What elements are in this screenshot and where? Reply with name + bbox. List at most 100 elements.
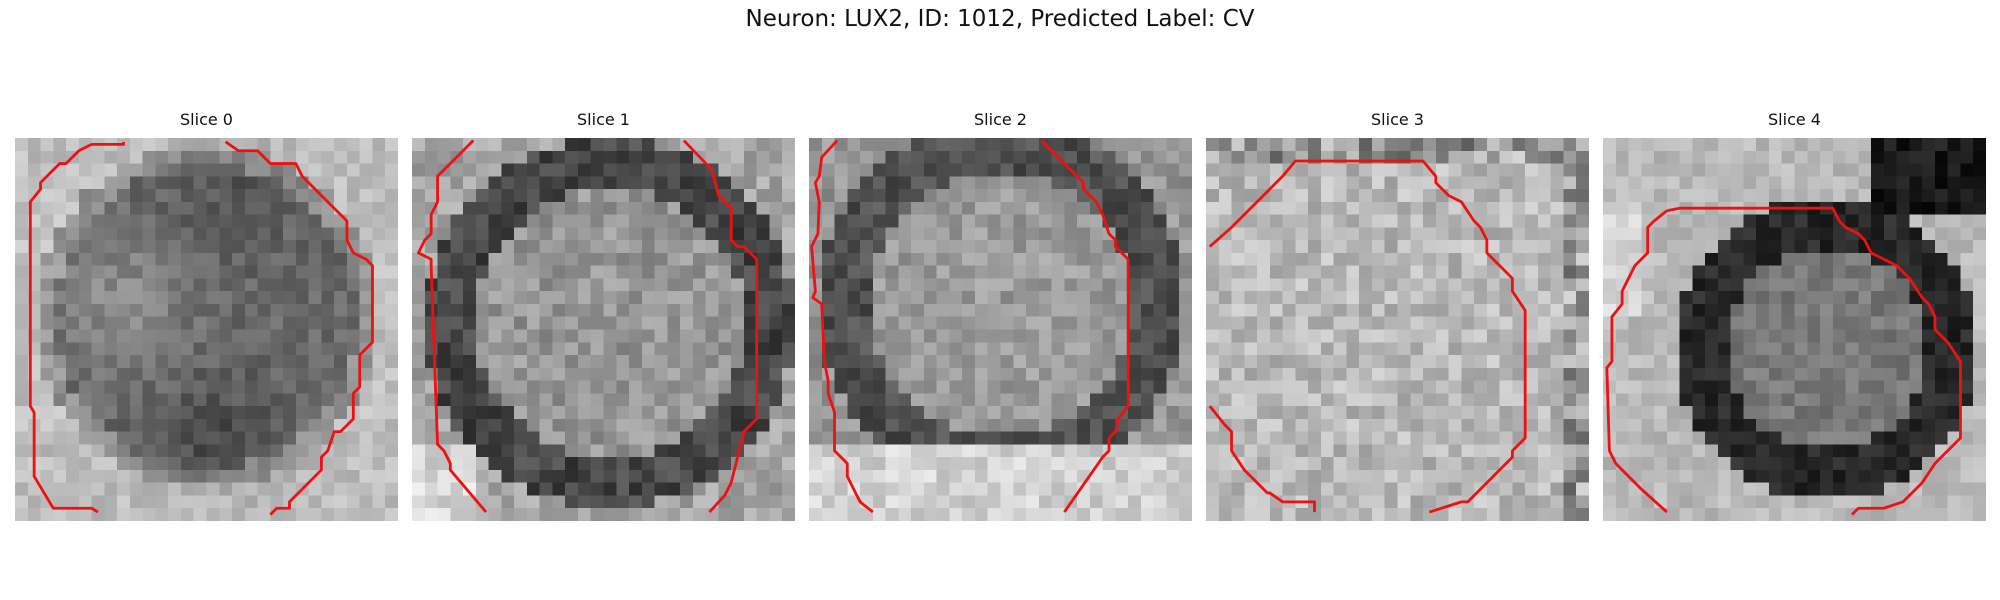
slice-pixel [1551,381,1564,394]
slice-pixel [1115,164,1128,177]
slice-pixel [578,189,591,202]
slice-pixel [693,470,706,483]
slice-pixel [578,381,591,394]
slice-pixel [527,355,540,368]
slice-pixel [693,355,706,368]
slice-pixel [1884,304,1897,317]
slice-pixel [693,189,706,202]
slice-pixel [309,240,322,253]
slice-pixel [1960,342,1973,355]
slice-pixel [1064,138,1077,151]
slice-pixel [1295,355,1308,368]
slice-pixel [822,151,835,164]
slice-pixel [489,419,502,432]
slice-pixel [1820,215,1833,228]
slice-pixel [1884,164,1897,177]
slice-pixel [372,164,385,177]
slice-pixel [1064,457,1077,470]
slice-pixel [181,138,194,151]
slice-pixel [53,330,66,343]
slice-pixel [1500,470,1513,483]
slice-pixel [1077,227,1090,240]
slice-pixel [1064,253,1077,266]
slice-pixel [782,444,795,457]
slice-pixel [1500,330,1513,343]
slice-pixel [1500,304,1513,317]
slice-pixel [1166,278,1179,291]
slice-pixel [731,253,744,266]
slice-pixel [1705,508,1718,521]
slice-pixel [1680,291,1693,304]
slice-pixel [975,330,988,343]
slice-pixel [1871,457,1884,470]
slice-pixel [1166,138,1179,151]
slice-pixel [1705,342,1718,355]
slice-pixel [1820,483,1833,496]
slice-pixel [988,215,1001,228]
slice-pixel [1641,470,1654,483]
slice-pixel [1270,419,1283,432]
slice-pixel [873,164,886,177]
slice-pixel [1219,317,1232,330]
slice-pixel [835,227,848,240]
slice-pixel [886,266,899,279]
slice-pixel [1179,381,1192,394]
slice-pixel [283,355,296,368]
slice-pixel [1948,393,1961,406]
slice-pixel [283,330,296,343]
slice-pixel [219,189,232,202]
slice-pixel [489,381,502,394]
slice-pixel [1334,253,1347,266]
slice-pixel [1474,368,1487,381]
slice-pixel [1308,381,1321,394]
slice-pixel [655,176,668,189]
slice-pixel [1334,215,1347,228]
slice-pixel [1795,215,1808,228]
slice-pixel [540,253,553,266]
slice-pixel [540,202,553,215]
slice-pixel [425,342,438,355]
slice-pixel [949,508,962,521]
slice-pixel [143,330,156,343]
slice-pixel [1654,381,1667,394]
slice-pixel [706,202,719,215]
slice-pixel [1449,444,1462,457]
slice-pixel [616,406,629,419]
slice-pixel [412,317,425,330]
slice-pixel [1385,342,1398,355]
slice-pixel [655,138,668,151]
slice-pixel [66,266,79,279]
slice-pixel [104,304,117,317]
slice-pixel [886,419,899,432]
slice-pixel [1039,189,1052,202]
slice-pixel [769,266,782,279]
slice-pixel [1820,393,1833,406]
slice-pixel [873,227,886,240]
slice-pixel [181,330,194,343]
slice-pixel [1512,151,1525,164]
slice-pixel [232,189,245,202]
slice-pixel [527,368,540,381]
slice-pixel [219,253,232,266]
slice-pixel [835,215,848,228]
slice-pixel [1219,432,1232,445]
slice-pixel [1115,278,1128,291]
slice-pixel [450,189,463,202]
slice-pixel [334,406,347,419]
slice-pixel [1385,355,1398,368]
slice-pixel [1115,495,1128,508]
slice-pixel [1500,368,1513,381]
slice-pixel [1641,291,1654,304]
slice-pixel [527,330,540,343]
slice-pixel [450,176,463,189]
slice-pixel [1077,368,1090,381]
slice-pixel [847,419,860,432]
slice-pixel [1680,317,1693,330]
slice-pixel [1705,151,1718,164]
slice-pixel [540,151,553,164]
slice-pixel [1308,253,1321,266]
slice-pixel [629,368,642,381]
slice-pixel [962,508,975,521]
slice-pixel [1935,164,1948,177]
slice-pixel [1807,495,1820,508]
